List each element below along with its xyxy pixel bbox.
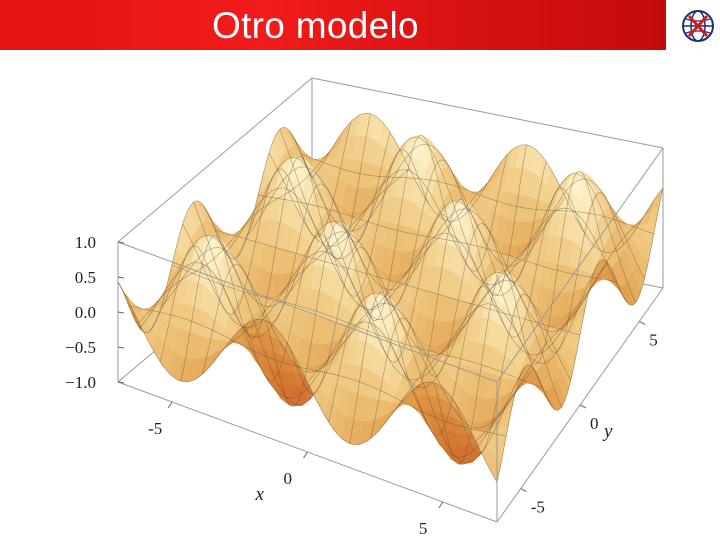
mesh-line: [117, 127, 313, 333]
z-axis-ticks: 1.0 0.5 0.0 −0.5 −1.0: [65, 233, 125, 392]
mesh-line: [193, 202, 562, 408]
mesh-line: [243, 149, 430, 381]
x-axis-label: x: [255, 484, 265, 505]
x-tick-label: 0: [284, 469, 293, 488]
z-tick-mark: [117, 241, 125, 244]
mesh-line: [128, 305, 507, 437]
z-tick-label: 1.0: [75, 233, 96, 252]
mesh-line: [258, 194, 617, 282]
z-tick-mark: [117, 381, 125, 384]
x-tick-mark: [303, 451, 308, 459]
box-edge: [311, 77, 664, 149]
y-tick-label: 5: [649, 330, 658, 349]
z-tick-mark: [117, 346, 125, 349]
mesh-line: [201, 132, 391, 375]
box-edge: [117, 241, 498, 383]
z-tick-mark: [117, 311, 125, 314]
z-tick-label: −0.5: [65, 338, 96, 357]
mesh-line: [311, 112, 664, 254]
y-tick-mark: [639, 320, 646, 325]
mesh-line: [225, 187, 590, 356]
slide-title: Otro modelo: [212, 5, 419, 46]
y-tick-mark: [520, 488, 527, 493]
y-axis-ticks: -5 0 5: [520, 320, 658, 517]
box-edge: [496, 147, 664, 383]
mesh-line: [475, 216, 644, 442]
x-tick-label: -5: [148, 419, 162, 438]
x-axis-ticks: -5 0 5: [148, 401, 444, 538]
mesh-line: [301, 153, 654, 235]
surface-mesh: [117, 112, 664, 484]
mesh-line: [286, 159, 469, 394]
title-bar: Otro modelo: [0, 0, 666, 50]
mesh-line: [138, 148, 332, 323]
mesh-line: [203, 206, 572, 381]
mesh-line: [214, 229, 581, 336]
mesh-line: [279, 129, 636, 304]
mesh-line: [182, 223, 553, 408]
mesh-line: [149, 234, 526, 463]
mesh-line: [433, 170, 605, 465]
mesh-line: [370, 161, 547, 439]
y-tick-label: -5: [531, 498, 545, 517]
x-tick-label: 5: [419, 519, 428, 538]
mesh-line: [223, 168, 410, 350]
mesh-line: [307, 182, 488, 383]
z-tick-label: 0.0: [75, 303, 96, 322]
mesh-line: [117, 281, 498, 483]
x-tick-mark: [438, 501, 444, 509]
y-tick-label: 0: [590, 414, 599, 433]
mesh-line: [349, 144, 527, 444]
mesh-line: [180, 113, 371, 382]
mesh-line: [268, 153, 627, 302]
mesh-line: [171, 264, 544, 389]
mesh-line: [139, 262, 516, 458]
globe-logo-icon: [682, 10, 714, 42]
mesh-line: [236, 157, 599, 364]
z-tick-label: 0.5: [75, 268, 96, 287]
z-tick-label: −1.0: [65, 373, 96, 392]
mesh-line: [412, 187, 586, 436]
mesh-line: [290, 131, 645, 279]
mesh-line: [454, 192, 625, 455]
box-edge: [117, 77, 313, 243]
mesh-line: [496, 187, 664, 483]
mesh-line: [247, 166, 608, 333]
y-tick-mark: [579, 404, 587, 409]
y-axis-label: y: [602, 421, 613, 442]
surface-patch: [488, 453, 502, 484]
x-tick-mark: [167, 401, 173, 409]
mesh-line: [328, 154, 508, 423]
mesh-line: [265, 134, 449, 407]
mesh-line: [391, 196, 566, 415]
mesh-line: [159, 121, 352, 362]
z-tick-mark: [117, 276, 125, 279]
mesh-line: [160, 247, 535, 429]
